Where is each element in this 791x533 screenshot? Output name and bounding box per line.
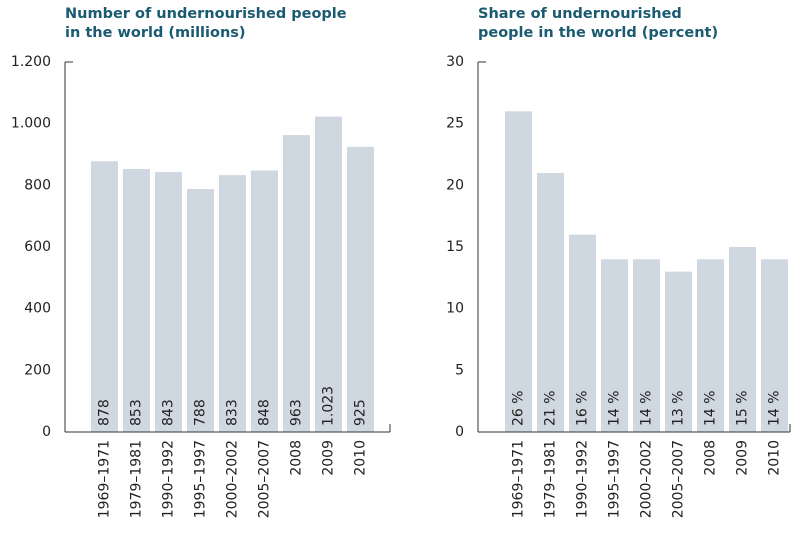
y-tick-label: 400: [24, 301, 51, 317]
x-tick-label: 2009: [735, 440, 751, 476]
x-tick-label: 2008: [289, 440, 305, 476]
value-label: 833: [225, 399, 241, 426]
bar: [347, 146, 374, 432]
bar: [569, 234, 596, 432]
x-tick-label: 2000–2002: [225, 440, 241, 518]
x-tick-label: 1995–1997: [193, 440, 209, 518]
bar: [665, 271, 692, 432]
y-tick-label: 1.000: [11, 116, 51, 132]
x-tick-label: 2010: [767, 440, 783, 476]
y-tick-label: 0: [455, 424, 464, 440]
value-label: 14 %: [607, 390, 623, 426]
y-tick-label: 15: [446, 239, 464, 255]
y-tick-label: 800: [24, 177, 51, 193]
value-label: 16 %: [575, 390, 591, 426]
value-label: 14 %: [703, 390, 719, 426]
x-tick-label: 1979–1981: [543, 440, 559, 518]
y-tick-label: 5: [455, 362, 464, 378]
bar: [251, 170, 278, 433]
bar: [505, 111, 532, 432]
x-tick-label: 1969–1971: [511, 440, 527, 518]
chart-title: Number of undernourished people in the w…: [65, 6, 347, 41]
y-tick-label: 0: [42, 424, 51, 440]
x-tick-label: 1990–1992: [161, 440, 177, 518]
value-label: 878: [97, 399, 113, 426]
bar: [633, 259, 660, 432]
bar: [187, 189, 214, 432]
x-tick-label: 1969–1971: [97, 440, 113, 518]
x-tick-label: 2005–2007: [671, 440, 687, 518]
y-tick-label: 10: [446, 301, 464, 317]
value-label: 14 %: [767, 390, 783, 426]
x-tick-label: 2010: [353, 440, 369, 476]
bar: [155, 172, 182, 432]
x-tick-label: 2005–2007: [257, 440, 273, 518]
value-label: 963: [289, 399, 305, 426]
x-tick-label: 1979–1981: [129, 440, 145, 518]
value-label: 853: [129, 399, 145, 426]
value-label: 843: [161, 399, 177, 426]
bar: [761, 259, 788, 432]
x-tick-label: 1990–1992: [575, 440, 591, 518]
value-label: 26 %: [511, 390, 527, 426]
bar: [123, 168, 150, 432]
value-label: 15 %: [735, 390, 751, 426]
value-label: 14 %: [639, 390, 655, 426]
value-label: 788: [193, 399, 209, 426]
x-tick-label: 2009: [321, 440, 337, 476]
bar: [283, 135, 310, 432]
value-label: 925: [353, 399, 369, 426]
value-label: 1.023: [321, 386, 337, 426]
y-tick-label: 600: [24, 239, 51, 255]
x-tick-label: 2000–2002: [639, 440, 655, 518]
chart-title: Share of undernourished people in the wo…: [478, 6, 719, 41]
y-tick-label: 20: [446, 177, 464, 193]
value-label: 13 %: [671, 390, 687, 426]
value-label: 848: [257, 399, 273, 426]
value-label: 21 %: [543, 390, 559, 426]
bar: [91, 161, 118, 433]
bar: [219, 175, 246, 433]
bar: [601, 259, 628, 432]
bar: [537, 173, 564, 432]
bar: [729, 247, 756, 432]
y-tick-label: 25: [446, 116, 464, 132]
bar: [697, 259, 724, 432]
x-tick-label: 2008: [703, 440, 719, 476]
x-tick-label: 1995–1997: [607, 440, 623, 518]
y-tick-label: 30: [446, 54, 464, 70]
y-tick-label: 200: [24, 362, 51, 378]
bar: [315, 116, 342, 432]
y-tick-label: 1.200: [11, 54, 51, 70]
